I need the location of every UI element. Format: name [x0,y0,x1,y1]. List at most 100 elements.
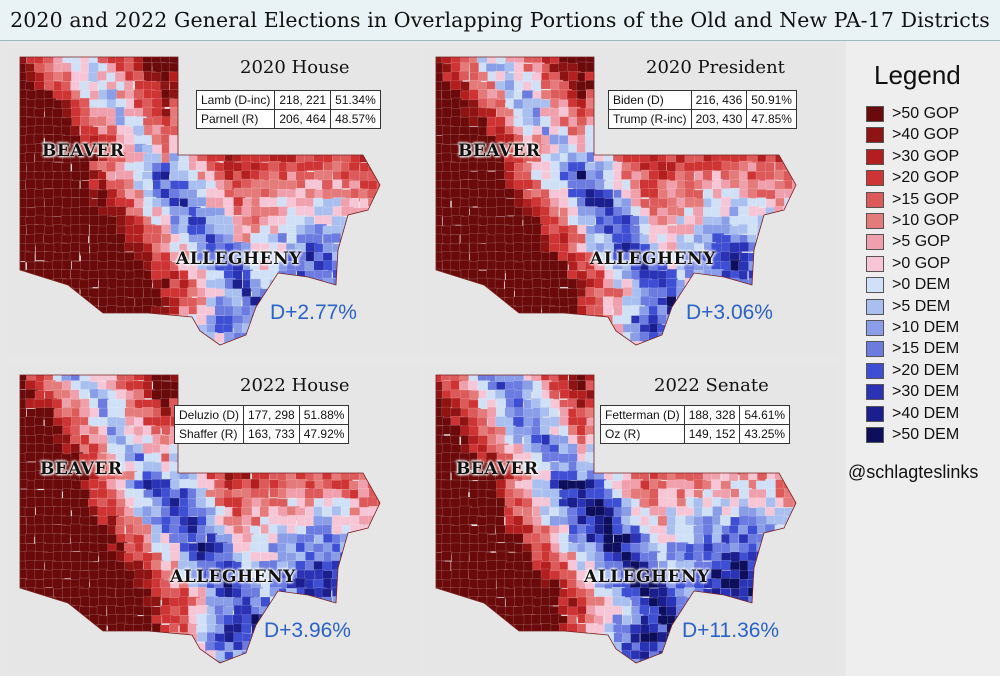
legend-swatch [866,255,884,272]
legend-item: >30 GOP [866,147,959,167]
county-label-beaver: BEAVER [458,141,541,161]
legend-label: >30 DEM [892,383,960,401]
candidate-pct: 51.88% [298,405,350,425]
results-row: Deluzio (D) 177, 298 51.88% [173,405,350,425]
candidate-votes: 218, 221 [274,90,332,110]
legend-label: >5 DEM [892,297,951,315]
legend-label: >20 GOP [892,169,960,187]
candidate-pct: 47.85% [746,109,797,129]
legend-swatch [866,106,884,122]
margin-label: D+3.96% [264,619,351,642]
panel-title: 2022 House [240,375,350,396]
margin-label: D+3.06% [686,301,773,324]
county-label-beaver: BEAVER [456,459,539,479]
legend-swatch [866,320,884,336]
legend-label: >40 DEM [892,404,960,422]
legend-item: >10 GOP [866,211,959,231]
panel-2020-president: 2020 President Biden (D) 216, 436 50.91%… [424,45,838,355]
results-row: Parnell (R) 206, 464 48.57% [195,109,381,129]
author-credit: @schlagteslinks [848,462,979,482]
county-label-allegheny: ALLEGHENY [590,249,716,269]
legend-swatch [866,234,884,251]
candidate-name: Fetterman (D) [600,405,685,425]
candidate-votes: 163, 733 [243,424,300,444]
margin-label: D+11.36% [682,619,780,642]
panel-title: 2020 President [646,57,785,78]
legend-item: >5 GOP [866,232,950,252]
county-label-beaver: BEAVER [40,459,123,479]
legend-label: >15 DEM [892,340,960,358]
results-row: Lamb (D-inc) 218, 221 51.34% [195,90,381,110]
legend-swatch [866,427,884,443]
candidate-pct: 48.57% [330,109,381,129]
map-area: 2020 House Lamb (D-inc) 218, 221 51.34% … [0,41,846,676]
candidate-name: Biden (D) [608,90,692,110]
candidate-votes: 206, 464 [274,109,332,129]
legend-label: >5 GOP [892,233,951,251]
legend-label: >10 DEM [892,319,960,336]
legend-swatch [866,213,884,229]
panel-2020-house: 2020 House Lamb (D-inc) 218, 221 51.34% … [8,45,422,355]
candidate-pct: 54.61% [739,405,791,425]
legend-swatch [866,191,884,208]
county-label-allegheny: ALLEGHENY [176,249,302,269]
legend-swatch [866,341,884,358]
candidate-name: Parnell (R) [195,109,276,129]
legend-label: >0 GOP [892,254,951,272]
precinct-map [8,363,422,673]
legend-item: >30 DEM [866,382,959,402]
legend-label: >30 GOP [892,147,960,165]
legend-label: >0 DEM [892,276,951,294]
county-label-allegheny: ALLEGHENY [584,567,710,587]
legend-swatch [866,277,884,294]
candidate-votes: 177, 298 [243,405,300,425]
results-table: Fetterman (D) 188, 328 54.61% Oz (R) 149… [600,405,791,444]
legend-label: >10 GOP [892,212,960,229]
legend-item: >15 DEM [866,339,959,359]
candidate-name: Shaffer (R) [173,424,245,444]
candidate-votes: 149, 152 [683,424,741,444]
legend-item: >0 DEM [866,275,950,295]
candidate-pct: 50.91% [746,90,797,110]
results-row: Biden (D) 216, 436 50.91% [608,90,797,110]
map-title: 2020 and 2022 General Elections in Overl… [10,8,990,32]
candidate-votes: 203, 430 [690,109,748,129]
results-row: Oz (R) 149, 152 43.25% [600,424,791,444]
results-table: Deluzio (D) 177, 298 51.88% Shaffer (R) … [173,405,350,444]
candidate-pct: 47.92% [298,424,350,444]
legend-swatch [866,170,884,187]
county-label-allegheny: ALLEGHENY [170,567,296,587]
legend-swatch [866,148,884,165]
legend-swatch [866,405,884,422]
candidate-name: Oz (R) [600,424,685,444]
legend-label: >50 GOP [892,105,960,122]
legend-item: >50 DEM [866,425,959,445]
legend-item: >20 GOP [866,168,959,188]
results-table: Lamb (D-inc) 218, 221 51.34% Parnell (R)… [195,90,381,129]
legend-swatch [866,362,884,379]
results-row: Trump (R-inc) 203, 430 47.85% [608,109,797,129]
legend-label: >40 GOP [892,126,960,144]
legend-item: >20 DEM [866,361,959,381]
panel-2022-senate: 2022 Senate Fetterman (D) 188, 328 54.61… [424,363,838,673]
legend: Legend >50 GOP >40 GOP >30 GOP >20 GOP >15 G… [852,50,997,490]
map-title-bar: 2020 and 2022 General Elections in Overl… [0,0,1000,41]
legend-swatch [866,127,884,144]
candidate-votes: 216, 436 [690,90,748,110]
county-label-beaver: BEAVER [42,141,125,161]
legend-label: >20 DEM [892,361,960,379]
candidate-name: Trump (R-inc) [608,109,692,129]
results-table: Biden (D) 216, 436 50.91% Trump (R-inc) … [608,90,797,129]
candidate-name: Lamb (D-inc) [195,90,276,110]
legend-title: Legend [874,60,961,90]
margin-label: D+2.77% [270,301,357,324]
legend-label: >50 DEM [892,426,960,443]
legend-swatch [866,298,884,315]
panel-title: 2020 House [240,57,350,78]
legend-item: >50 GOP [866,104,959,124]
legend-item: >40 GOP [866,125,959,145]
legend-item: >10 DEM [866,318,959,338]
legend-item: >5 DEM [866,297,950,317]
legend-item: >15 GOP [866,190,959,210]
panel-title: 2022 Senate [654,375,769,396]
